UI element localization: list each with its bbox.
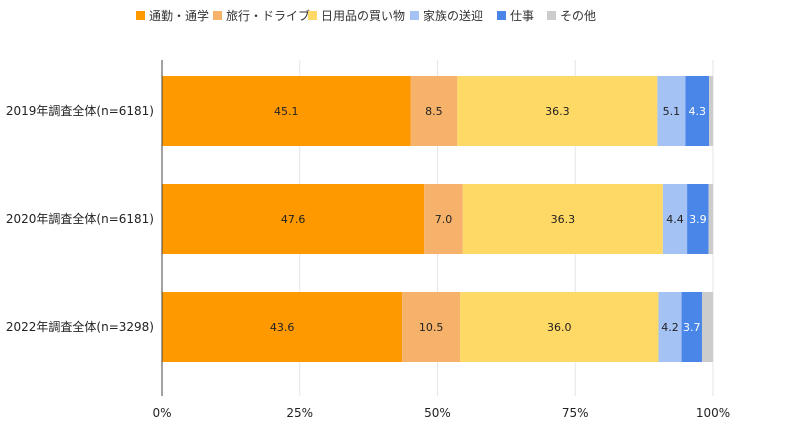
category-label: 2019年調査全体(n=6181): [6, 103, 154, 118]
bar-segment: [681, 292, 702, 362]
bar-segment: [402, 292, 461, 362]
legend-swatch: [213, 11, 222, 20]
legend-swatch: [136, 11, 145, 20]
data-label: 3.7: [683, 321, 701, 334]
legend-label: 日用品の買い物: [321, 9, 405, 23]
x-tick-label: 75%: [562, 406, 589, 420]
data-label: 4.2: [661, 321, 679, 334]
legend-label: 仕事: [510, 9, 534, 23]
data-label: 7.0: [435, 213, 453, 226]
data-label: 5.1: [663, 105, 681, 118]
data-label: 36.0: [547, 321, 572, 334]
data-label: 4.3: [689, 105, 707, 118]
bar-segment: [657, 76, 686, 146]
bar-segment: [162, 184, 425, 254]
legend-label: 旅行・ドライブ: [226, 8, 310, 23]
legend-label: その他: [560, 9, 596, 23]
data-label: 8.5: [425, 105, 443, 118]
data-label: 4.4: [666, 213, 684, 226]
category-label: 2022年調査全体(n=3298): [6, 319, 154, 334]
legend-label: 家族の送迎: [423, 8, 483, 23]
data-label: 36.3: [545, 105, 570, 118]
legend-label: 通勤・通学: [149, 8, 209, 23]
bar-segment: [410, 76, 458, 146]
bar-segment: [658, 292, 682, 362]
legend-swatch: [497, 11, 506, 20]
bar-segment: [162, 292, 403, 362]
data-label: 47.6: [281, 213, 306, 226]
bar-segment: [687, 184, 709, 254]
bar-segment: [460, 292, 659, 362]
legend-swatch: [547, 11, 556, 20]
x-tick-label: 50%: [424, 406, 451, 420]
bar-segment: [162, 76, 411, 146]
bar-segment: [685, 76, 710, 146]
bar-segment: [457, 76, 658, 146]
bar-segment: [424, 184, 463, 254]
data-label: 36.3: [551, 213, 576, 226]
x-tick-label: 25%: [286, 406, 313, 420]
bar-segment: [709, 76, 713, 146]
x-tick-label: 0%: [152, 406, 171, 420]
data-label: 45.1: [274, 105, 299, 118]
category-label: 2020年調査全体(n=6181): [6, 211, 154, 226]
bar-segment: [708, 184, 713, 254]
legend-swatch: [410, 11, 419, 20]
legend-swatch: [308, 11, 317, 20]
data-label: 43.6: [270, 321, 295, 334]
x-tick-label: 100%: [696, 406, 730, 420]
bar-segment: [701, 292, 713, 362]
bar-segment: [662, 184, 688, 254]
bar-segment: [462, 184, 663, 254]
data-label: 10.5: [419, 321, 444, 334]
data-label: 3.9: [689, 213, 707, 226]
